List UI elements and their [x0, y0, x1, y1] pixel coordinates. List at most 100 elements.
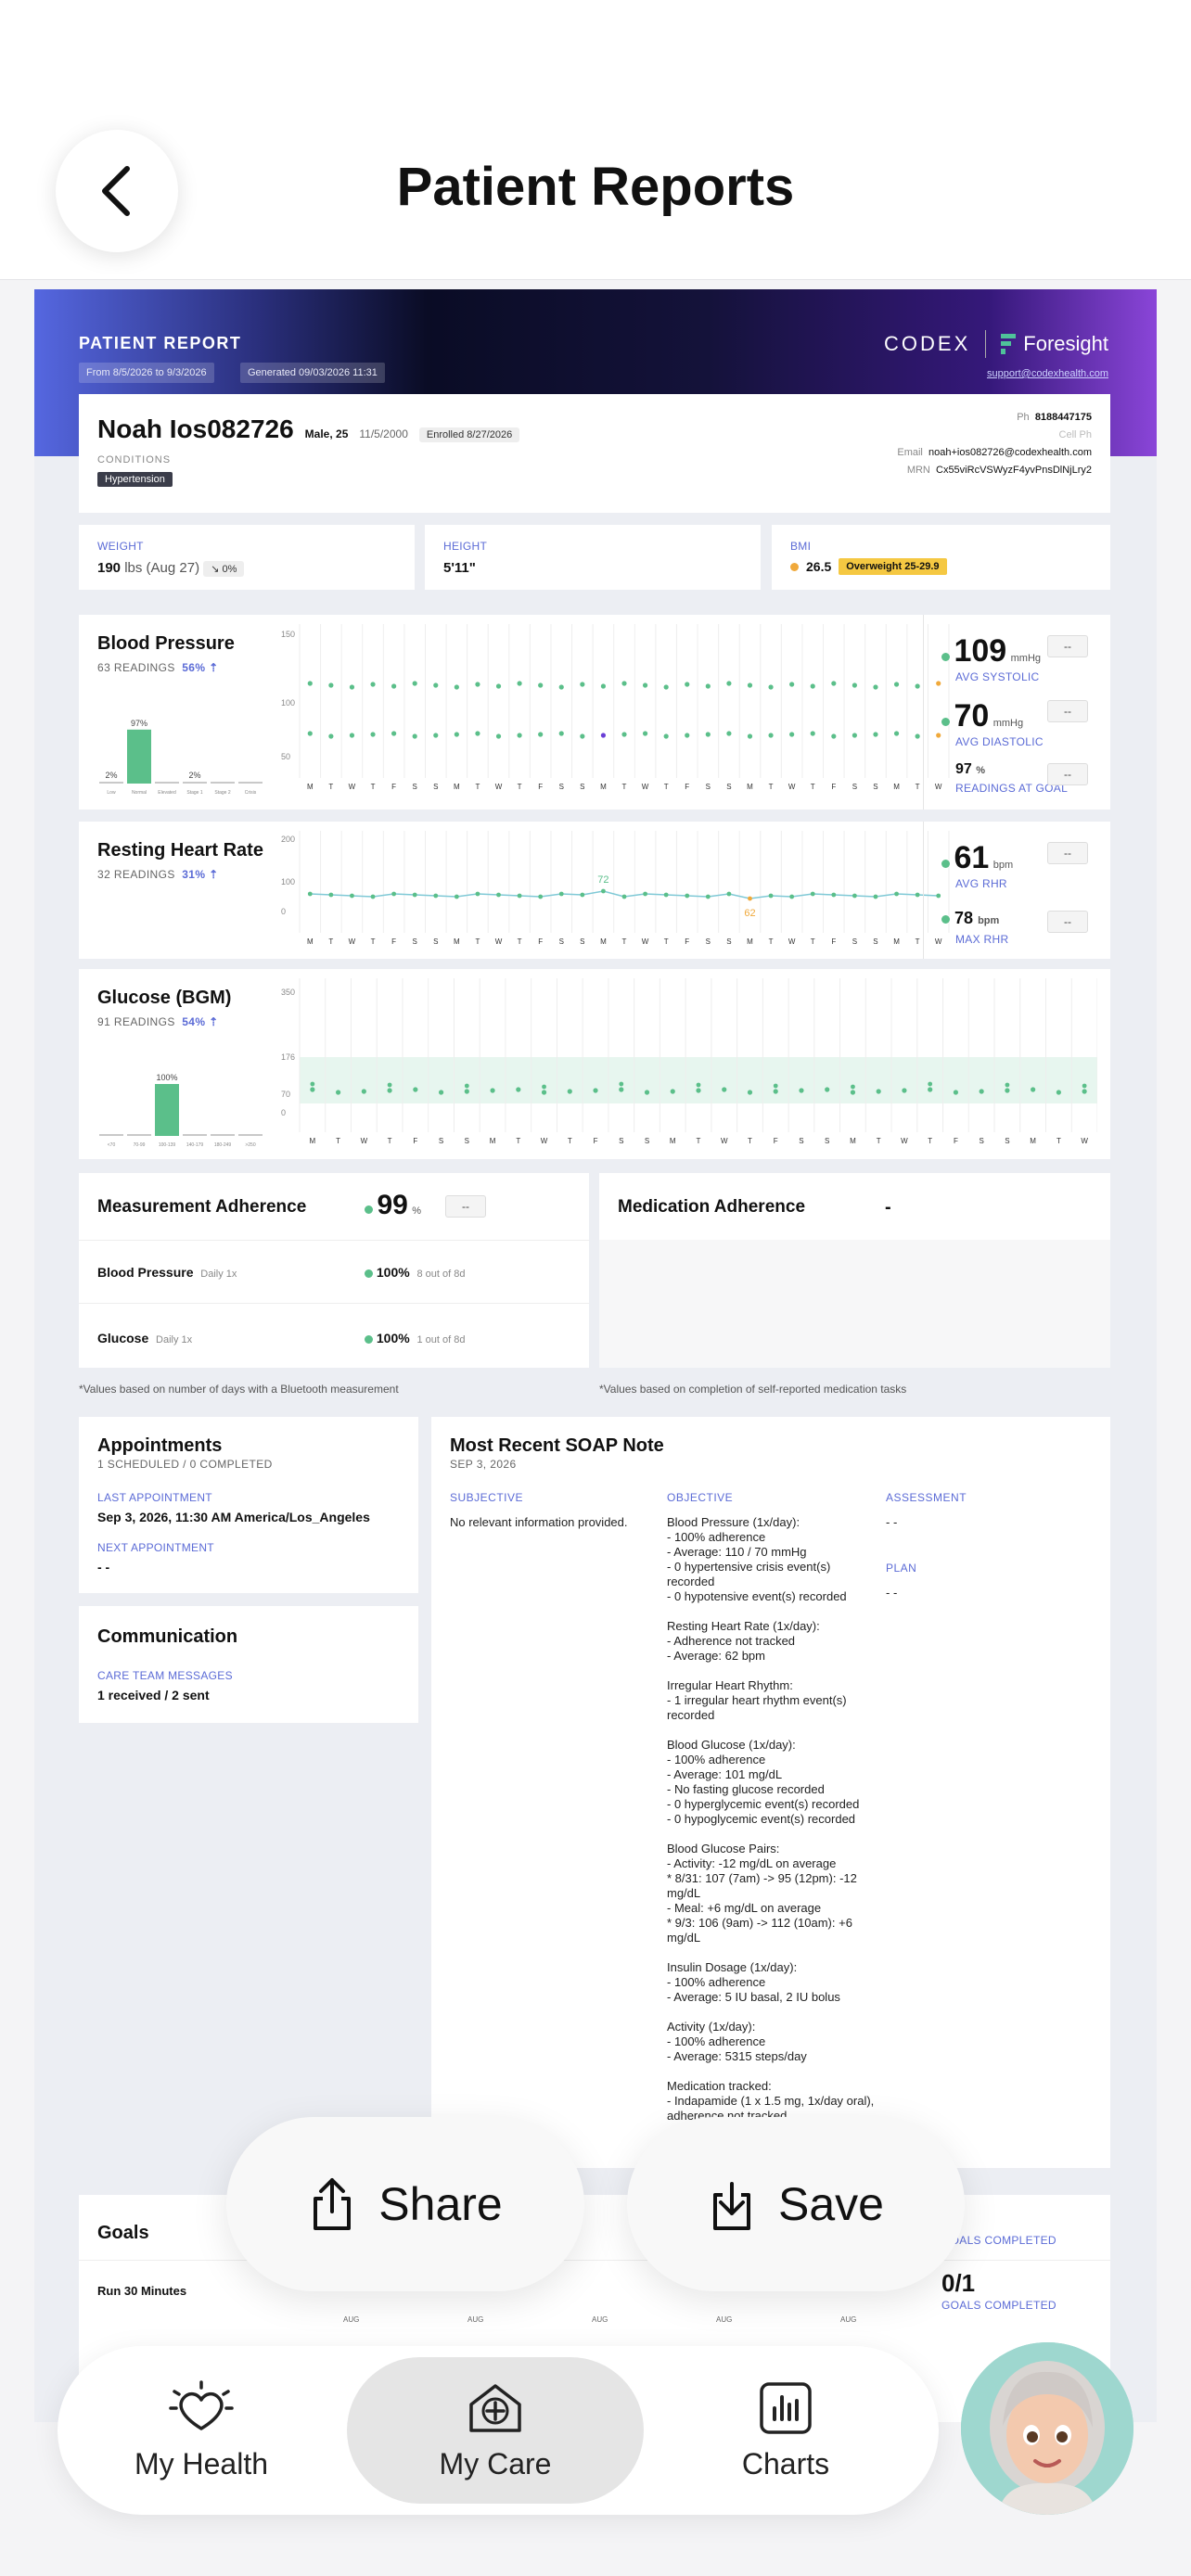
systolic-point [893, 682, 900, 687]
med-adherence-value: - [885, 1197, 891, 1218]
avg-diastolic-label: AVG DIASTOLIC [955, 735, 1044, 748]
x-tick-label: W [541, 1137, 548, 1145]
goal-day-label: AUG [840, 2315, 857, 2324]
x-tick-label: T [811, 937, 815, 946]
height-card: HEIGHT 5'11" [425, 525, 761, 590]
nav-my-care[interactable]: My Care [356, 2346, 634, 2515]
bp-trend: 56% ⇡ [182, 661, 219, 674]
adherence-title: Measurement Adherence [97, 1197, 307, 1217]
adherence-value: 99 [377, 1190, 408, 1220]
patient-report-document[interactable]: PATIENT REPORT From 8/5/2026 to 9/3/2026… [34, 289, 1157, 2422]
hr-point [726, 891, 732, 897]
weight-change-badge: ↘ 0% [203, 561, 245, 577]
save-button[interactable]: Save [627, 2117, 965, 2291]
systolic-point [328, 682, 334, 688]
nav-charts-label: Charts [741, 2446, 830, 2480]
systolic-point [558, 684, 564, 690]
hr-point [894, 891, 899, 897]
date-range-tag: From 8/5/2026 to 9/3/2026 [79, 363, 214, 383]
systolic-point [580, 682, 585, 687]
enrolled-badge: Enrolled 8/27/2026 [418, 427, 520, 442]
glucose-point [722, 1087, 727, 1092]
diastolic-point [538, 732, 544, 737]
diastolic-point [789, 732, 795, 737]
diastolic-point [893, 731, 900, 736]
nav-charts[interactable]: Charts [642, 2346, 929, 2515]
hr-title: Resting Heart Rate [97, 840, 263, 861]
x-tick-label: W [721, 1137, 728, 1145]
systolic-point [391, 683, 397, 689]
dist-category-label: Elevated [158, 790, 176, 796]
x-tick-label: T [916, 937, 920, 946]
hr-point [601, 888, 606, 894]
weight-value: 190 [97, 560, 122, 576]
goals-completed-value: 0/1 [941, 2269, 976, 2297]
x-tick-label: W [495, 783, 503, 791]
glucose-title: Glucose (BGM) [97, 988, 232, 1008]
x-tick-label: M [600, 783, 607, 791]
dist-category-label: 70-99 [134, 1142, 146, 1148]
assistant-avatar[interactable] [961, 2342, 1133, 2515]
soap-title: Most Recent SOAP Note [450, 1435, 664, 1456]
glucose-point [1056, 1090, 1061, 1095]
bp-distribution-chart: 2% Low 97% Normal Elevated 2% Stage 1 Stage 2 Cr… [99, 719, 263, 796]
bmi-value: 26.5 [806, 559, 832, 574]
hr-readings: 32 READINGS [97, 868, 175, 881]
glucose-point [670, 1089, 675, 1094]
bp-readings: 63 READINGS [97, 661, 175, 674]
diastolic-point [558, 731, 564, 736]
x-tick-label: F [685, 937, 689, 946]
nav-my-health[interactable]: My Health [58, 2346, 345, 2515]
report-title: PATIENT REPORT [79, 334, 242, 352]
heart-sparkle-icon [169, 2379, 234, 2430]
glucose-point [387, 1088, 392, 1093]
y-tick-label: 200 [281, 835, 295, 844]
systolic-point [768, 684, 774, 690]
dist-category-label: 180-249 [214, 1142, 232, 1148]
x-tick-label: T [328, 783, 333, 791]
x-tick-label: W [642, 937, 649, 946]
max-rhr-label: MAX RHR [955, 933, 1009, 946]
hr-point [936, 893, 941, 899]
x-tick-label: T [664, 937, 669, 946]
support-email-link[interactable]: support@codexhealth.com [986, 368, 1108, 379]
objective-label: OBJECTIVE [667, 1491, 734, 1504]
last-appointment-label: LAST APPOINTMENT [97, 1491, 212, 1504]
glucose-point [490, 1088, 495, 1093]
x-tick-label: F [831, 783, 836, 791]
weight-label: WEIGHT [97, 540, 144, 553]
glucose-point [336, 1090, 341, 1095]
x-tick-label: T [518, 783, 522, 791]
goal-day-label: AUG [716, 2315, 733, 2324]
x-tick-label: F [538, 937, 543, 946]
hr-peak-label: 72 [597, 874, 608, 886]
x-tick-label: S [619, 1137, 623, 1145]
x-tick-label: T [388, 1137, 392, 1145]
x-tick-label: T [877, 1137, 881, 1145]
bmi-status-dot [790, 562, 799, 571]
goal-day-label: AUG [343, 2315, 360, 2324]
hr-point [391, 891, 397, 897]
hr-point [454, 894, 459, 899]
x-tick-label: T [516, 1137, 520, 1145]
goals-completed-label: GOALS COMPLETED [941, 2299, 1057, 2312]
hr-point [350, 893, 354, 899]
x-tick-label: F [391, 937, 396, 946]
appointments-title: Appointments [97, 1435, 223, 1456]
patient-mrn: Cx55viRcVSWyzF4yvPnsDlNjLry2 [936, 465, 1092, 476]
share-button[interactable]: Share [226, 2117, 584, 2291]
x-tick-label: S [726, 783, 731, 791]
dist-bar-value: 97% [131, 719, 147, 728]
x-tick-label: T [622, 937, 627, 946]
dist-bar [99, 782, 123, 784]
dist-bar [238, 1134, 263, 1136]
diastolic-point [831, 733, 837, 739]
patient-dob: 11/5/2000 [359, 427, 408, 440]
back-button[interactable] [56, 130, 178, 252]
hr-point [810, 891, 815, 897]
dist-bar [211, 1134, 235, 1136]
dist-category-label: >250 [245, 1142, 255, 1148]
glucose-point [361, 1089, 366, 1094]
glucose-point [1031, 1087, 1036, 1092]
x-tick-label: T [475, 783, 480, 791]
